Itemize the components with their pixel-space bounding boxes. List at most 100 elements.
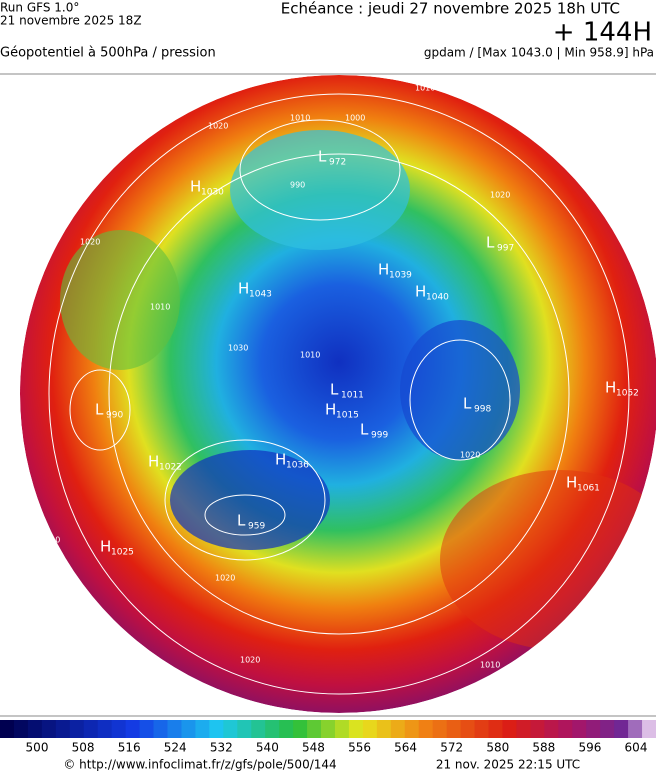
colorbar-label: 524: [164, 741, 187, 755]
contour-label: 1010: [40, 536, 60, 545]
colorbar-swatch: [404, 720, 420, 738]
colorbar-label: 604: [625, 741, 648, 755]
colorbar-swatch: [376, 720, 392, 738]
colorbar-swatch: [586, 720, 601, 738]
colorbar-swatch: [279, 720, 294, 738]
units: gpdam / [Max 1043.0 | Min 958.9] hPa: [424, 46, 654, 60]
center-kind: H: [378, 261, 389, 279]
colorbar-swatch: [558, 720, 573, 738]
colorbar-swatch: [516, 720, 531, 738]
center-value: 959: [248, 522, 265, 532]
colorbar-swatch: [530, 720, 545, 738]
center-value: 1043: [249, 290, 272, 300]
colorbar-swatch: [223, 720, 238, 738]
colorbar-swatch: [614, 720, 629, 738]
colorbar-label: 532: [210, 741, 233, 755]
center-kind: H: [415, 283, 426, 301]
colorbar-swatch: [125, 720, 141, 738]
center-value: 1015: [336, 411, 359, 421]
colorbar-swatch: [321, 720, 336, 738]
center-value: 1039: [389, 271, 412, 281]
colorbar-swatch: [544, 720, 559, 738]
run: Run GFS 1.0°: [0, 1, 79, 15]
contour-label: 1010: [300, 351, 320, 360]
contour-label: 1020: [208, 122, 228, 131]
colorbar-swatch: [167, 720, 182, 738]
contour-label: 1010: [150, 303, 170, 312]
center-kind: H: [100, 538, 111, 556]
colorbar-label: 508: [72, 741, 95, 755]
center-value: 1052: [616, 389, 639, 399]
center-value: 998: [474, 405, 491, 415]
center-value: 997: [497, 244, 514, 254]
center-kind: H: [566, 474, 577, 492]
contour-label: 1020: [215, 574, 235, 583]
colorbar-label: 540: [256, 741, 279, 755]
colorbar-swatch: [642, 720, 656, 738]
center-value: 1025: [111, 548, 134, 558]
colorbar-swatch: [237, 720, 252, 738]
colorbar-label: 564: [394, 741, 417, 755]
colorbar-label: 572: [440, 741, 463, 755]
colorbar-swatch: [265, 720, 280, 738]
colorbar-swatch: [418, 720, 434, 738]
colorbar-swatch: [251, 720, 266, 738]
map-disc: [20, 75, 656, 713]
center-kind: L: [237, 512, 246, 530]
center-value: 990: [106, 411, 123, 421]
colorbar-swatch: [334, 720, 350, 738]
contour-label: 1020: [460, 451, 480, 460]
colorbar-label: 548: [302, 741, 325, 755]
echeance: Echéance : jeudi 27 novembre 2025 18h UT…: [281, 0, 620, 18]
colorbar-swatch: [153, 720, 168, 738]
center-kind: L: [486, 234, 495, 252]
colorbar-swatch: [390, 720, 406, 738]
colorbar-swatch: [348, 720, 364, 738]
colorbar-swatch: [362, 720, 378, 738]
contour-label: 1020: [80, 238, 100, 247]
colorbar-swatch: [97, 720, 113, 738]
colorbar-label: 500: [26, 741, 49, 755]
colorbar-label: 516: [118, 741, 141, 755]
contour-label: 990: [290, 181, 305, 190]
colorbar-swatch: [13, 720, 29, 738]
contour-label: 1010: [290, 114, 310, 123]
center-value: 1036: [286, 461, 309, 471]
colorbar-swatch: [600, 720, 615, 738]
center-value: 1040: [426, 293, 449, 303]
source: © http://www.infoclimat.fr/z/gfs/pole/50…: [63, 758, 336, 772]
center-kind: H: [238, 280, 249, 298]
colorbar-swatch: [628, 720, 643, 738]
colorbar-swatch: [209, 720, 224, 738]
center-value: 972: [329, 158, 346, 168]
center-value: 1061: [577, 484, 600, 494]
center-value: 1030: [201, 188, 224, 198]
colorbar-swatch: [55, 720, 71, 738]
center-value: 999: [371, 431, 388, 441]
center-kind: H: [190, 178, 201, 196]
center-kind: L: [360, 421, 369, 439]
contour-label: 1030: [228, 344, 248, 353]
colorbar-swatch: [0, 720, 15, 738]
colorbar-label: 588: [532, 741, 555, 755]
colorbar-label: 596: [578, 741, 601, 755]
colorbar-swatch: [474, 720, 490, 738]
colorbar-swatch: [307, 720, 322, 738]
center-kind: H: [325, 401, 336, 419]
colorbar-swatch: [460, 720, 476, 738]
contour-label: 1010: [480, 661, 500, 670]
run-date: 21 novembre 2025 18Z: [0, 14, 142, 28]
center-kind: H: [605, 379, 616, 397]
colorbar-label: 556: [348, 741, 371, 755]
contour-label: 1010: [415, 84, 435, 93]
contour-label: 1020: [240, 656, 260, 665]
colorbar-swatch: [572, 720, 587, 738]
colorbar-swatch: [432, 720, 448, 738]
center-kind: L: [95, 401, 104, 419]
colorbar-swatch: [293, 720, 308, 738]
center-value: 1022: [159, 463, 182, 473]
colorbar-swatch: [139, 720, 155, 738]
center-kind: L: [330, 381, 339, 399]
colorbar-swatch: [41, 720, 57, 738]
